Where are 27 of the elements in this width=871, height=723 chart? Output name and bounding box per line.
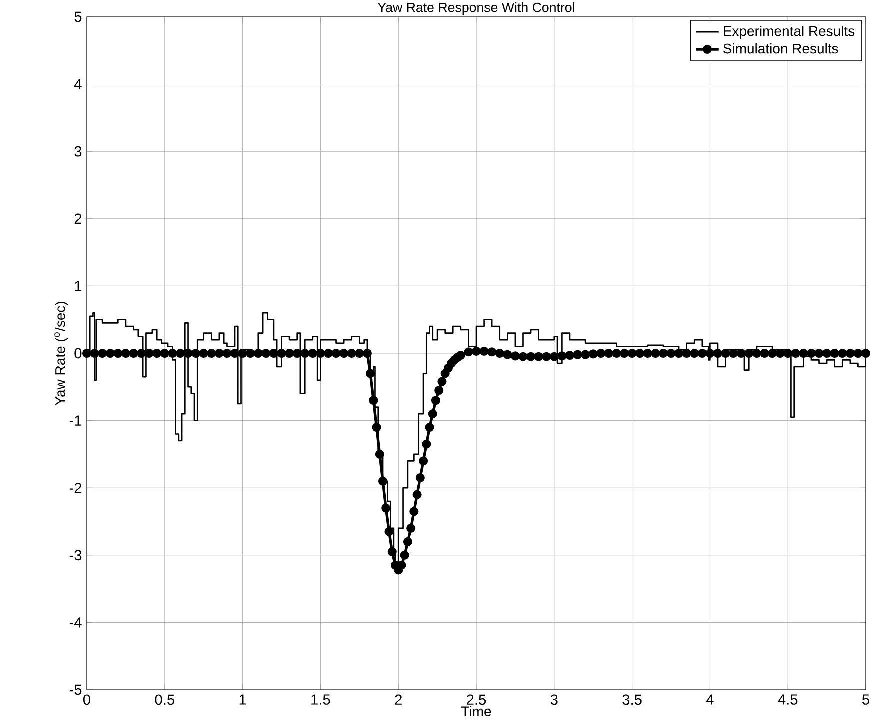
y-tick-label: 3 [74, 146, 82, 157]
y-tick-label: 4 [74, 79, 82, 90]
y-tick-label: 5 [74, 12, 82, 22]
y-tick-label: -5 [70, 684, 82, 696]
y-tick-label: -3 [70, 550, 82, 561]
y-tick-label: -4 [70, 618, 82, 628]
y-tick-label: 1 [75, 281, 82, 292]
y-axis-title: Yaw Rate ($^{o}$/sec) [54, 302, 68, 406]
x-tick-label: 3 [550, 694, 558, 706]
y-tick-label: 2 [74, 214, 82, 224]
x-tick-label: 1 [240, 694, 246, 705]
x-tick-label: 5 [862, 694, 870, 705]
y-tick-label: 0 [74, 348, 82, 359]
x-tick-label: 4 [706, 694, 714, 705]
x-tick-label: 1.5 [312, 694, 330, 705]
chart-title: Yaw Rate Response With Control [378, 2, 574, 15]
x-tick-label: 0 [83, 694, 90, 706]
y-tick-label: -1 [70, 416, 82, 426]
x-axis-title: Time [462, 706, 492, 717]
legend-label: Experimental Results [724, 26, 855, 40]
x-tick-label: 2.5 [467, 694, 486, 706]
y-tick-label: -2 [70, 482, 82, 494]
legend-label: Simulation Results [724, 43, 838, 54]
x-tick-label: 2 [395, 694, 402, 705]
x-tick-label: 3.5 [622, 694, 642, 706]
x-tick-label: 0.5 [155, 694, 174, 706]
x-tick-label: 4.5 [778, 694, 798, 705]
